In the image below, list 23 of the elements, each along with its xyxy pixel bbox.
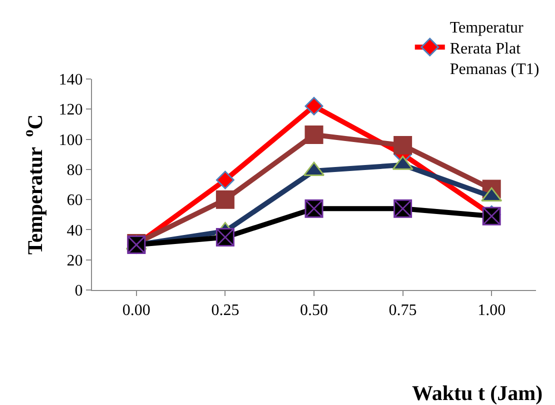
x-tick-label: 0.75: [388, 302, 417, 320]
y-tick-label: 100: [58, 132, 83, 149]
point: [216, 190, 234, 209]
x-tick-label: 0.50: [300, 302, 328, 320]
point: [394, 136, 412, 155]
point: [216, 228, 234, 246]
y-tick-label: 40: [66, 222, 83, 240]
point: [216, 170, 234, 190]
point: [394, 199, 412, 218]
point: [304, 199, 324, 218]
y-tick-label: 20: [66, 252, 83, 270]
x-tick-label: 1.00: [478, 302, 506, 320]
y-tick-label: 0: [74, 282, 83, 300]
y-tick-label: 140: [58, 72, 83, 89]
x-axis-title: Waktu t (Jam): [412, 381, 543, 405]
y-tick-label: 120: [58, 102, 83, 119]
legend-label: Temperatur Rerata Plat Pemanas (T1): [450, 20, 540, 78]
x-tick-label: 0.25: [211, 302, 240, 320]
x-tick-label: 0.00: [122, 302, 150, 320]
y-tick-label: 80: [66, 162, 83, 180]
point: [304, 126, 324, 144]
y-tick-label: 60: [66, 192, 83, 210]
point: [304, 96, 324, 116]
